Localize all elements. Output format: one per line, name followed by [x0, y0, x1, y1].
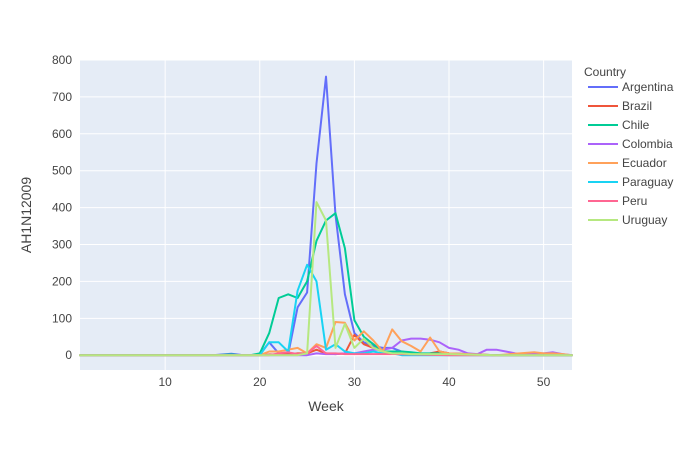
y-tick-label: 300 — [52, 238, 72, 252]
legend-label: Colombia — [622, 137, 673, 151]
x-tick-label: 10 — [158, 375, 172, 389]
legend-item-brazil[interactable]: Brazil — [588, 99, 652, 113]
x-axis-title: Week — [308, 398, 345, 414]
legend-item-paraguay[interactable]: Paraguay — [588, 175, 673, 189]
legend-label: Ecuador — [622, 156, 667, 170]
y-tick-label: 600 — [52, 127, 72, 141]
grid-layer — [80, 59, 572, 370]
x-tick-label: 20 — [253, 375, 267, 389]
legend-item-chile[interactable]: Chile — [588, 118, 650, 132]
x-tick-label: 50 — [537, 375, 551, 389]
legend-title: Country — [584, 65, 626, 79]
x-tick-label: 40 — [442, 375, 456, 389]
y-tick-label: 100 — [52, 311, 72, 325]
series-line-uruguay[interactable] — [79, 201, 573, 357]
y-tick-label: 200 — [52, 274, 72, 288]
legend-label: Brazil — [622, 99, 652, 113]
legend-item-peru[interactable]: Peru — [588, 194, 647, 208]
y-axis-title: AH1N12009 — [18, 177, 34, 253]
y-tick-label: 400 — [52, 201, 72, 215]
legend-item-argentina[interactable]: Argentina — [588, 80, 674, 94]
legend-item-colombia[interactable]: Colombia — [588, 137, 673, 151]
y-tick-label: 0 — [65, 348, 72, 362]
y-tick-label: 500 — [52, 164, 72, 178]
y-tick-label: 800 — [52, 53, 72, 67]
y-tick-label: 700 — [52, 90, 72, 104]
tick-layer: 0 100 200 300 400 500 600 700 800 10 20 30 40 50 — [52, 53, 551, 389]
legend-label: Chile — [622, 118, 650, 132]
legend-label: Paraguay — [622, 175, 673, 189]
legend: Country Argentina Brazil Chile Colombia Ecua… — [584, 65, 674, 227]
legend-item-uruguay[interactable]: Uruguay — [588, 213, 667, 227]
plot-background — [80, 60, 572, 370]
legend-label: Peru — [622, 194, 647, 208]
series-layer — [79, 75, 573, 357]
legend-item-ecuador[interactable]: Ecuador — [588, 156, 667, 170]
legend-label: Argentina — [622, 80, 674, 94]
legend-label: Uruguay — [622, 213, 667, 227]
x-tick-label: 30 — [348, 375, 362, 389]
